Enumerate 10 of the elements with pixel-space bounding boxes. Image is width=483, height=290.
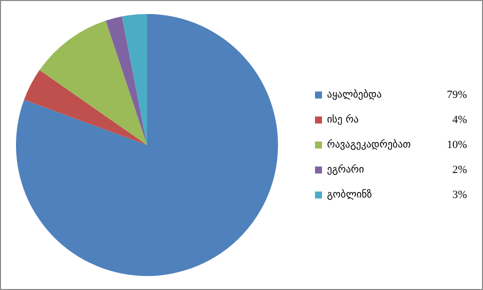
legend-label: აყალბებდა	[327, 88, 382, 100]
legend-label: რავაგეკადრებათ	[327, 138, 411, 150]
legend-label: გობლინზ	[327, 188, 372, 200]
data-label: 2%	[452, 164, 467, 176]
data-label: 10%	[446, 139, 467, 151]
data-label: 3%	[452, 189, 467, 201]
data-label: 79%	[446, 89, 467, 101]
data-label: 4%	[452, 114, 467, 126]
legend-label: ისე რა	[327, 114, 359, 126]
legend-label: ეგრარი	[327, 164, 364, 176]
